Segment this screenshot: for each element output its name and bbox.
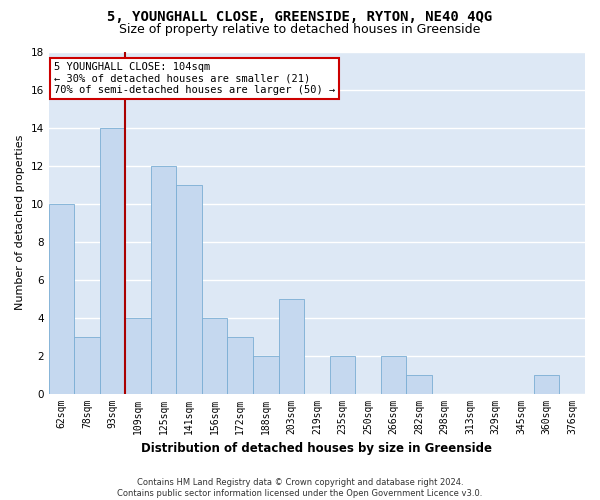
Bar xyxy=(380,356,406,394)
Bar xyxy=(253,356,278,394)
Bar xyxy=(74,336,100,394)
Bar xyxy=(125,318,151,394)
Text: 5 YOUNGHALL CLOSE: 104sqm
← 30% of detached houses are smaller (21)
70% of semi-: 5 YOUNGHALL CLOSE: 104sqm ← 30% of detac… xyxy=(54,62,335,95)
Text: Size of property relative to detached houses in Greenside: Size of property relative to detached ho… xyxy=(119,22,481,36)
Bar xyxy=(534,374,559,394)
Bar xyxy=(100,128,125,394)
Bar xyxy=(202,318,227,394)
Text: Contains HM Land Registry data © Crown copyright and database right 2024.
Contai: Contains HM Land Registry data © Crown c… xyxy=(118,478,482,498)
Bar xyxy=(227,336,253,394)
Text: 5, YOUNGHALL CLOSE, GREENSIDE, RYTON, NE40 4QG: 5, YOUNGHALL CLOSE, GREENSIDE, RYTON, NE… xyxy=(107,10,493,24)
Y-axis label: Number of detached properties: Number of detached properties xyxy=(15,135,25,310)
Bar xyxy=(278,298,304,394)
Bar xyxy=(329,356,355,394)
Bar xyxy=(151,166,176,394)
X-axis label: Distribution of detached houses by size in Greenside: Distribution of detached houses by size … xyxy=(142,442,493,455)
Bar xyxy=(406,374,432,394)
Bar xyxy=(176,184,202,394)
Bar xyxy=(49,204,74,394)
